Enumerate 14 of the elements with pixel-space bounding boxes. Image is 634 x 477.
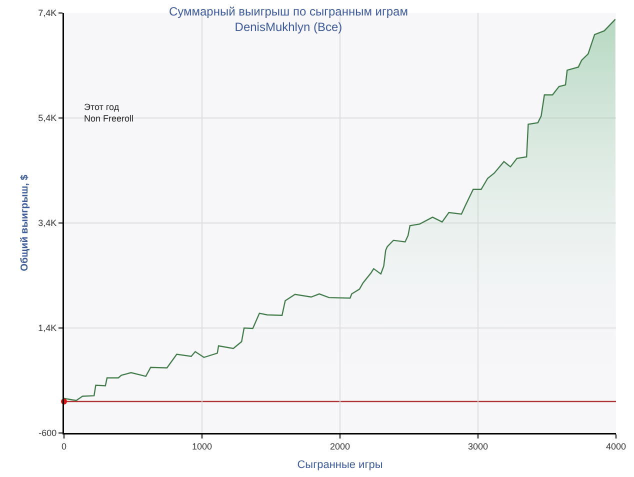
x-tick-label: 2000: [330, 441, 350, 452]
x-tick-label: 4000: [606, 441, 626, 452]
chart-title: Суммарный выигрыш по сыгранным играм DenisMukhlyn (Все): [168, 4, 408, 34]
x-tick-label: 3000: [468, 441, 488, 452]
x-tick-label: 0: [61, 441, 67, 452]
y-axis-title: Общий выигрыш, $: [19, 174, 30, 272]
annotation: Этот год Non Freeroll: [84, 102, 134, 124]
x-axis-title: Сыгранные игры: [297, 459, 383, 472]
y-tick-label: -600: [38, 428, 57, 438]
y-tick-label: 3,4K: [38, 218, 57, 228]
y-tick-label: 1,4K: [38, 323, 57, 334]
y-tick-label: 7,4K: [38, 8, 57, 18]
y-tick-label: 5,4K: [38, 113, 57, 124]
x-tick-label: 1000: [192, 441, 212, 452]
